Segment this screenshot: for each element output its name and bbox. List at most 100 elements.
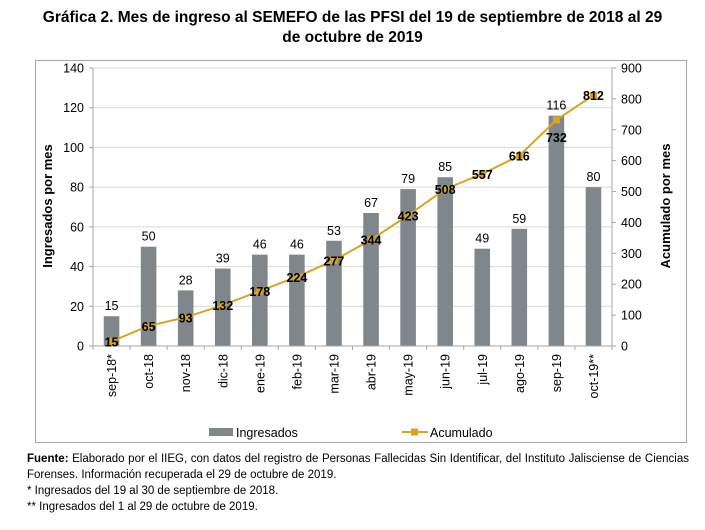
acumulado-value-label: 423 <box>398 209 419 223</box>
acumulado-value-label: 344 <box>361 234 382 248</box>
footnotes: Fuente: Elaborado por el IIEG, con datos… <box>27 451 689 515</box>
acumulado-marker <box>219 301 227 309</box>
legend-label-acumulado: Acumulado <box>430 426 493 440</box>
axes <box>89 67 616 350</box>
acumulado-value-label: 93 <box>179 311 193 325</box>
x-tick-label: jul-19 <box>476 354 490 386</box>
y-axis-label: Ingresados por mes <box>40 144 55 268</box>
bar <box>252 254 268 346</box>
chart-frame <box>35 60 687 443</box>
bar-value-label: 59 <box>512 212 526 226</box>
x-tick-label: abr-19 <box>365 354 379 390</box>
y2-tick-label: 500 <box>621 185 642 199</box>
acumulado-marker <box>330 256 338 264</box>
acumulado-value-label: 15 <box>105 335 119 349</box>
x-tick-label: mar-19 <box>327 354 341 394</box>
acumulado-value-label: 178 <box>249 285 270 299</box>
y-tick-label: 40 <box>70 260 84 274</box>
x-tick-label: nov-18 <box>179 354 193 392</box>
x-tick-label: sep-18* <box>105 354 119 397</box>
bar-value-label: 79 <box>401 172 415 186</box>
source-label: Fuente: <box>27 453 69 465</box>
footnote-1: * Ingresados del 19 al 30 de septiembre … <box>27 485 279 497</box>
acumulado-marker <box>441 185 449 193</box>
bar <box>363 212 379 346</box>
legend-swatch-ingresados <box>209 428 233 436</box>
y2-tick-label: 100 <box>621 309 642 323</box>
acumulado-marker <box>182 313 190 321</box>
acumulado-value-label: 616 <box>509 150 530 164</box>
bar-value-label: 39 <box>216 252 230 266</box>
bar <box>140 246 157 346</box>
bar-value-label: 49 <box>475 232 489 246</box>
bar-value-label: 80 <box>587 170 601 184</box>
y-tick-label: 20 <box>70 300 84 314</box>
y2-tick-label: 0 <box>621 340 628 354</box>
acumulado-value-label: 812 <box>583 89 604 103</box>
x-tick-label: feb-19 <box>290 354 304 389</box>
bar-value-label: 46 <box>290 238 304 252</box>
legend: Ingresados Acumulado <box>209 426 493 440</box>
acumulado-value-label: 65 <box>142 320 156 334</box>
bar <box>474 248 491 346</box>
y-tick-label: 0 <box>77 340 84 354</box>
acumulado-value-label: 224 <box>286 271 307 285</box>
data-labels: 15 50 28 39 46 46 53 67 79 85 49 59 116 80 15 65 93 132 17… <box>105 89 604 349</box>
source-note: Fuente: Elaborado por el IIEG, con datos… <box>27 451 689 483</box>
acumulado-value-label: 508 <box>435 183 456 197</box>
bar <box>103 316 120 346</box>
bar-value-label: 67 <box>364 196 378 210</box>
bar <box>511 228 528 346</box>
bar-value-label: 15 <box>105 299 119 313</box>
y2-tick-label: 300 <box>621 247 642 261</box>
acumulado-value-label: 277 <box>324 254 345 268</box>
y2-tick-label: 600 <box>621 154 642 168</box>
x-tick-label: may-19 <box>402 354 416 396</box>
bar <box>289 254 305 346</box>
y-tick-label: 60 <box>70 220 84 234</box>
legend-swatch-acumulado-marker <box>411 428 418 436</box>
bar-value-label: 28 <box>179 273 193 287</box>
bar-value-label: 116 <box>546 99 566 113</box>
bar-value-label: 46 <box>253 238 267 252</box>
acumulado-value-label: 132 <box>212 299 233 313</box>
line-series-acumulado <box>108 91 597 345</box>
bar-value-label: 53 <box>327 224 341 238</box>
acumulado-marker <box>108 337 116 345</box>
x-tick-label: ene-19 <box>253 354 267 393</box>
x-tick-label: ago-19 <box>513 354 527 393</box>
acumulado-marker <box>589 91 597 99</box>
y-tick-label: 80 <box>70 181 84 195</box>
acumulado-marker <box>552 116 560 124</box>
acumulado-value-label: 732 <box>546 131 567 145</box>
y-tick-label: 120 <box>63 101 84 115</box>
bar <box>400 189 416 346</box>
acumulado-marker <box>293 273 301 281</box>
footnote-2: ** Ingresados del 1 al 29 de octubre de … <box>27 501 258 513</box>
y2-tick-label: 400 <box>621 216 642 230</box>
source-text: Elaborado por el IIEG, con datos del reg… <box>27 453 689 481</box>
y2-tick-label: 900 <box>621 62 642 76</box>
y-tick-label: 140 <box>63 62 84 76</box>
acumulado-marker <box>145 322 153 330</box>
y2-axis-label: Acumulado por mes <box>658 144 673 269</box>
bar <box>548 115 565 347</box>
acumulado-value-label: 557 <box>472 168 493 182</box>
x-tick-label: dic-18 <box>216 354 230 388</box>
x-tick-label: oct-18 <box>142 354 156 389</box>
acumulado-marker <box>404 211 412 219</box>
tick-labels: 0 20 40 60 80 100 120 140 0 100 200 300 400 500 600 700… <box>63 62 642 399</box>
x-tick-label: sep-19 <box>550 354 564 392</box>
bar <box>585 187 602 346</box>
acumulado-marker <box>478 170 486 178</box>
y2-tick-label: 700 <box>621 123 642 137</box>
acumulado-line <box>111 94 595 343</box>
bar <box>326 240 342 346</box>
bar <box>437 177 453 346</box>
y2-tick-label: 200 <box>621 278 642 292</box>
acumulado-marker <box>515 152 523 160</box>
bar-value-label: 50 <box>142 230 156 244</box>
y-tick-label: 100 <box>63 141 84 155</box>
x-tick-label: oct-19** <box>587 354 601 399</box>
